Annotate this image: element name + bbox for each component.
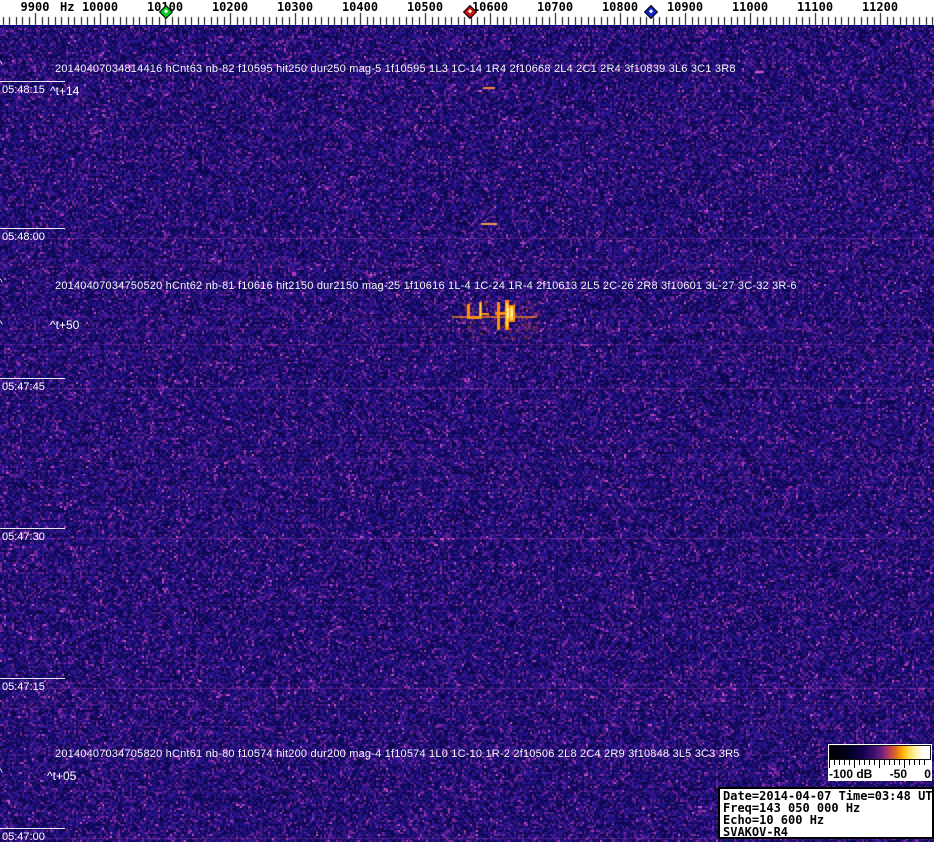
frequency-ruler: Hz 9900100001010010200103001040010500106…: [0, 0, 934, 26]
db-min-label: -100 dB: [829, 767, 873, 781]
db-scale-labels: -100 dB -50 0: [829, 768, 931, 780]
info-echo-offset: Echo=10 600 Hz: [723, 813, 825, 827]
time-grid-line: [0, 678, 65, 679]
time-grid-line: [0, 228, 65, 229]
db-scale-ticks: [829, 760, 929, 768]
frequency-unit-label: Hz: [60, 0, 75, 14]
edge-caret-mark: ^: [0, 60, 3, 71]
frequency-tick-label: 10600: [471, 0, 509, 14]
event-time-offset-marker: ^t+05: [47, 769, 77, 783]
observation-info-box: Date=2014-04-07 Time=03:48 UTC Freq=143 …: [718, 787, 934, 839]
echo-annotation: 20140407034705820 hCnt61 nb-80 f10574 hi…: [55, 748, 740, 760]
marker-center-dot: [163, 9, 169, 14]
db-max-label: 0: [924, 767, 931, 781]
time-axis-label: 05:47:15: [2, 681, 45, 693]
frequency-tick-label: 10900: [666, 0, 704, 14]
info-station-id: SVAKOV-R4: [723, 825, 789, 839]
frequency-tick-label: 9900: [20, 0, 50, 14]
spectrogram-canvas: [0, 26, 934, 842]
marker-center-dot: [467, 9, 473, 14]
edge-caret-mark: ^: [0, 278, 3, 289]
info-date-time: Date=2014-04-07 Time=03:48 UTC: [723, 789, 934, 803]
time-grid-line: [0, 81, 65, 82]
event-time-offset-marker: ^t+14: [50, 84, 80, 98]
db-mid-label: -50: [889, 767, 907, 781]
time-grid-line: [0, 378, 65, 379]
echo-annotation: 20140407034814416 hCnt63 nb-82 f10595 hi…: [55, 63, 736, 75]
frequency-tick-label: 11200: [861, 0, 899, 14]
time-axis-label: 05:48:15: [2, 84, 45, 96]
time-grid-line: [0, 828, 65, 829]
frequency-tick-label: 10400: [341, 0, 379, 14]
edge-caret-mark: ^: [0, 320, 3, 331]
frequency-tick-label: 10500: [406, 0, 444, 14]
db-color-scale: -100 dB -50 0: [828, 744, 932, 781]
time-grid-line: [0, 528, 65, 529]
edge-caret-mark: ^: [0, 768, 3, 779]
db-gradient-bar: [829, 745, 931, 760]
frequency-tick-label: 10300: [276, 0, 314, 14]
frequency-tick-label: 11000: [731, 0, 769, 14]
frequency-tick-label: 11100: [796, 0, 834, 14]
time-axis-label: 05:48:00: [2, 231, 45, 243]
marker-center-dot: [648, 9, 654, 14]
time-axis-label: 05:47:45: [2, 381, 45, 393]
time-axis-label: 05:47:00: [2, 831, 45, 842]
time-axis-label: 05:47:30: [2, 531, 45, 543]
frequency-tick-label: 10200: [211, 0, 249, 14]
frequency-tick-label: 10000: [81, 0, 119, 14]
frequency-tick-label: 10700: [536, 0, 574, 14]
info-frequency: Freq=143 050 000 Hz: [723, 801, 861, 815]
frequency-tick-label: 10800: [601, 0, 639, 14]
echo-annotation: 20140407034750520 hCnt62 nb-81 f10616 hi…: [55, 280, 797, 292]
event-time-offset-marker: ^t+50: [50, 318, 80, 332]
